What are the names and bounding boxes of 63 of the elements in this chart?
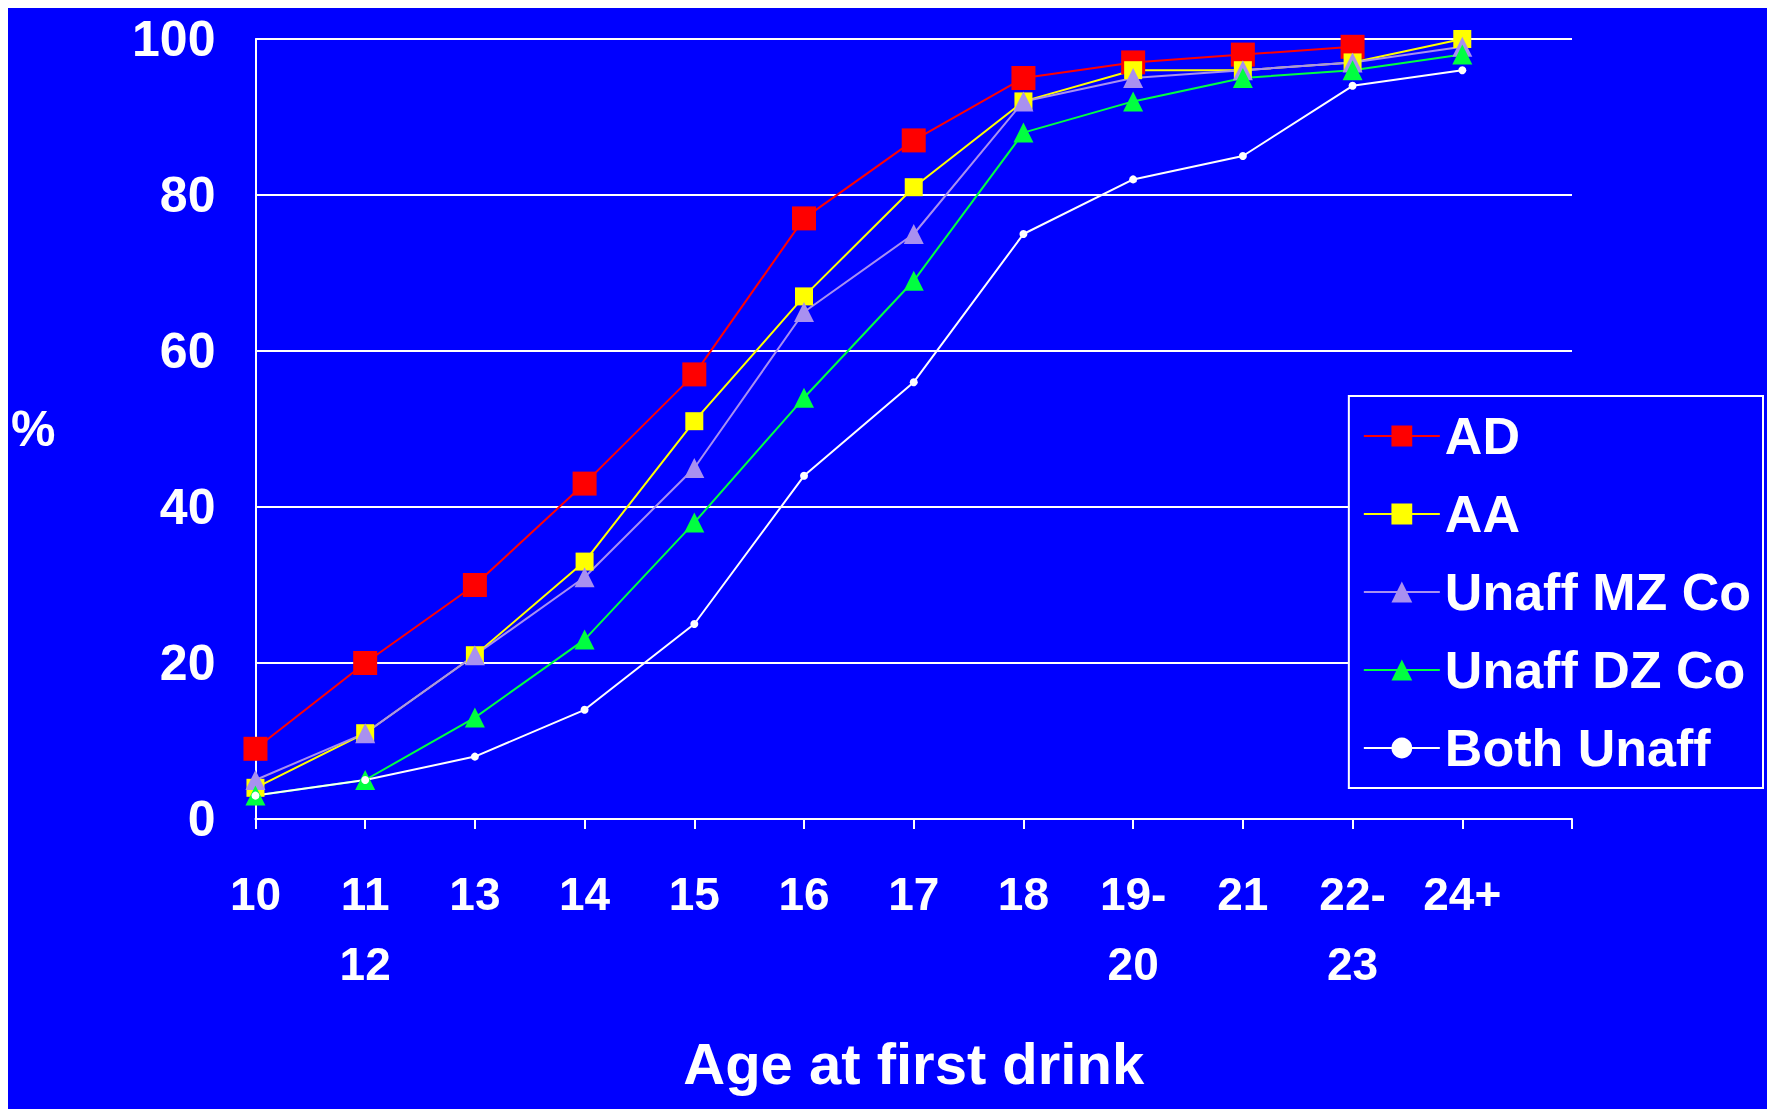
x-tick-label: 21 <box>1217 868 1269 920</box>
point <box>1452 44 1473 65</box>
point <box>574 567 595 588</box>
point <box>575 552 594 571</box>
x-tick-label: 13 <box>449 868 501 920</box>
point <box>1129 175 1138 184</box>
point <box>572 471 597 496</box>
point <box>682 362 707 387</box>
point <box>794 302 815 322</box>
x-tick-label: 10 <box>229 868 282 920</box>
point <box>903 270 924 291</box>
x-axis-title: Age at first drink <box>683 1030 1145 1096</box>
point <box>685 412 704 431</box>
point <box>1238 152 1247 160</box>
x-tick-label: 11 12 <box>339 868 391 990</box>
point <box>684 512 705 533</box>
point <box>243 736 268 761</box>
point <box>792 206 817 231</box>
y-tick-label: 0 <box>187 791 216 847</box>
x-tick-label: 22- 23 <box>1319 868 1386 990</box>
x-tick-label: 15 <box>668 868 720 920</box>
y-tick-label: 80 <box>159 167 216 223</box>
point <box>684 458 705 478</box>
point <box>795 287 814 306</box>
point <box>800 471 809 480</box>
point <box>245 770 266 790</box>
point <box>903 224 924 244</box>
point <box>1011 66 1036 90</box>
x-tick-label: 16 <box>778 868 830 920</box>
x-tick-label: 18 <box>997 868 1050 920</box>
x-tick-label: 24+ <box>1423 868 1502 920</box>
point <box>1123 68 1144 88</box>
point <box>1232 68 1253 88</box>
y-tick-label: 40 <box>159 479 216 535</box>
y-tick-label: 100 <box>132 11 216 67</box>
point <box>1342 60 1363 81</box>
legend-label: Both Unaff <box>1444 719 1712 777</box>
point <box>901 128 926 153</box>
point <box>1458 66 1467 75</box>
legend-label: AD <box>1444 407 1520 465</box>
y-tick-label: 20 <box>159 635 216 691</box>
legend-label: AA <box>1444 485 1520 543</box>
y-tick-label: 60 <box>159 323 216 379</box>
x-tick-label: 14 <box>559 868 611 920</box>
x-tick-label: 19- 20 <box>1099 868 1167 990</box>
point <box>462 573 487 597</box>
point <box>470 752 479 761</box>
point <box>574 629 595 650</box>
point <box>909 378 918 387</box>
point <box>794 387 815 408</box>
point <box>690 620 699 628</box>
point <box>580 705 589 714</box>
point <box>1019 230 1028 238</box>
point <box>1348 81 1357 90</box>
legend-label: Unaff MZ Co <box>1444 563 1752 621</box>
point <box>904 178 923 197</box>
point <box>1013 122 1034 143</box>
point <box>353 651 378 675</box>
y-axis-title: % <box>10 401 56 457</box>
x-tick-label: 17 <box>888 868 940 920</box>
legend-label: Unaff DZ Co <box>1444 641 1746 699</box>
point <box>1123 91 1144 112</box>
point <box>464 707 485 728</box>
